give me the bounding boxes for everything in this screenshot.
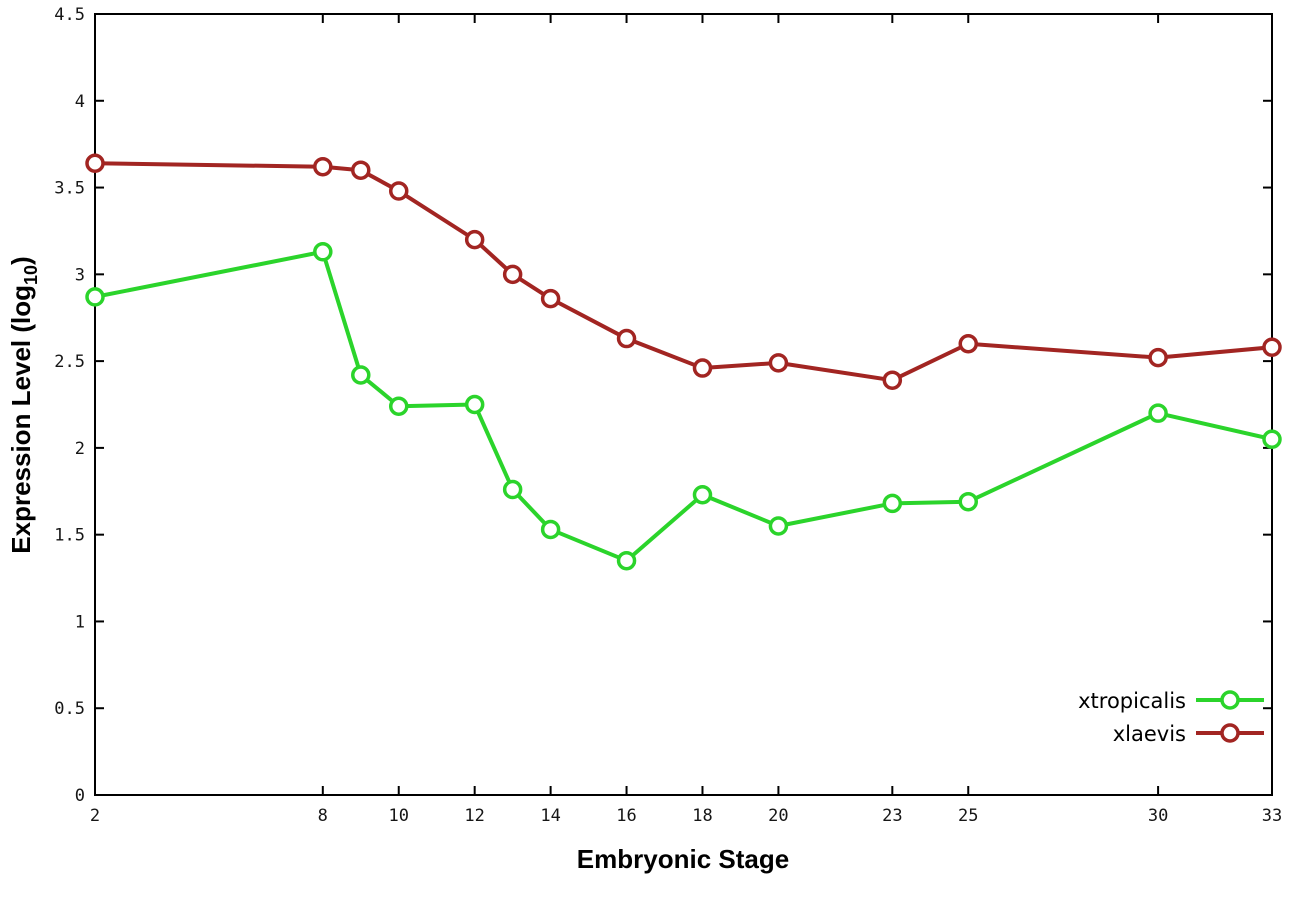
marker-xlaevis: [351, 160, 371, 180]
y-axis-title: Expression Level (log10): [6, 256, 41, 553]
x-tick-label: 14: [540, 806, 560, 826]
y-tick-label: 2: [75, 439, 85, 459]
marker-xlaevis: [616, 328, 637, 349]
x-tick-label: 20: [768, 806, 788, 826]
marker-xlaevis: [692, 358, 713, 378]
y-tick-label: 1: [75, 612, 85, 632]
x-tick-label: 8: [318, 806, 328, 826]
marker-xlaevis: [540, 288, 561, 309]
marker-xtropicalis: [313, 242, 333, 262]
marker-xtropicalis: [351, 365, 371, 385]
marker-xlaevis: [882, 370, 903, 390]
marker-xtropicalis: [1148, 403, 1168, 423]
x-tick-label: 23: [882, 806, 902, 826]
marker-xtropicalis: [502, 479, 523, 500]
marker-xlaevis: [464, 229, 485, 250]
y-axis-title-end: ): [6, 256, 36, 265]
marker-xtropicalis: [85, 287, 105, 307]
y-axis-title-main: Expression Level (log: [6, 285, 36, 554]
marker-xlaevis: [313, 156, 333, 177]
marker-xtropicalis: [540, 519, 561, 540]
marker-xlaevis: [958, 334, 979, 354]
chart-layer: 2 8 10 12 14 16 18 20 23 25 30 33 0 0.5 1 1.5 2 2.5 3 3.5 4 4…: [54, 5, 1282, 826]
marker-xtropicalis: [1262, 429, 1282, 449]
plot-border: [94, 13, 1273, 796]
x-axis-title: Embryonic Stage: [577, 844, 789, 874]
y-tick-label: 2.5: [54, 352, 85, 372]
legend-sample-marker-xlaevis: [1220, 723, 1240, 743]
y-tick-label: 3: [75, 265, 85, 285]
x-tick-label: 33: [1262, 806, 1282, 826]
marker-xlaevis: [1148, 347, 1168, 368]
legend-label-xtropicalis: xtropicalis: [1078, 689, 1186, 713]
marker-xtropicalis: [692, 484, 713, 505]
marker-xlaevis: [768, 353, 789, 373]
x-tick-label: 18: [692, 806, 712, 826]
marker-xlaevis: [1262, 337, 1282, 357]
y-tick-label: 4.5: [54, 5, 85, 25]
marker-xtropicalis: [616, 550, 637, 571]
legend-label-xlaevis: xlaevis: [1113, 722, 1186, 746]
y-tick-label: 1.5: [54, 526, 85, 546]
marker-xtropicalis: [768, 516, 789, 536]
marker-xtropicalis: [464, 394, 485, 415]
legend-sample-marker-xtropicalis: [1220, 690, 1240, 710]
marker-xlaevis: [388, 181, 409, 201]
x-tick-label: 2: [90, 806, 100, 826]
marker-xtropicalis: [882, 493, 903, 514]
y-tick-label: 0: [75, 786, 85, 806]
x-tick-label: 25: [958, 806, 978, 826]
series-line-xtropicalis: [93, 249, 1274, 563]
series-line-xlaevis: [93, 161, 1274, 383]
marker-xtropicalis: [388, 396, 409, 416]
marker-xlaevis: [502, 264, 523, 285]
y-tick-label: 4: [75, 92, 85, 112]
y-tick-label: 3.5: [54, 179, 85, 199]
y-axis-title-subscript: 10: [21, 265, 41, 285]
x-tick-label: 12: [464, 806, 484, 826]
y-tick-label: 0.5: [54, 699, 85, 719]
marker-xlaevis: [85, 153, 105, 174]
x-tick-label: 16: [616, 806, 636, 826]
x-tick-label: 10: [388, 806, 408, 826]
x-tick-label: 30: [1148, 806, 1168, 826]
marker-xtropicalis: [958, 491, 979, 512]
